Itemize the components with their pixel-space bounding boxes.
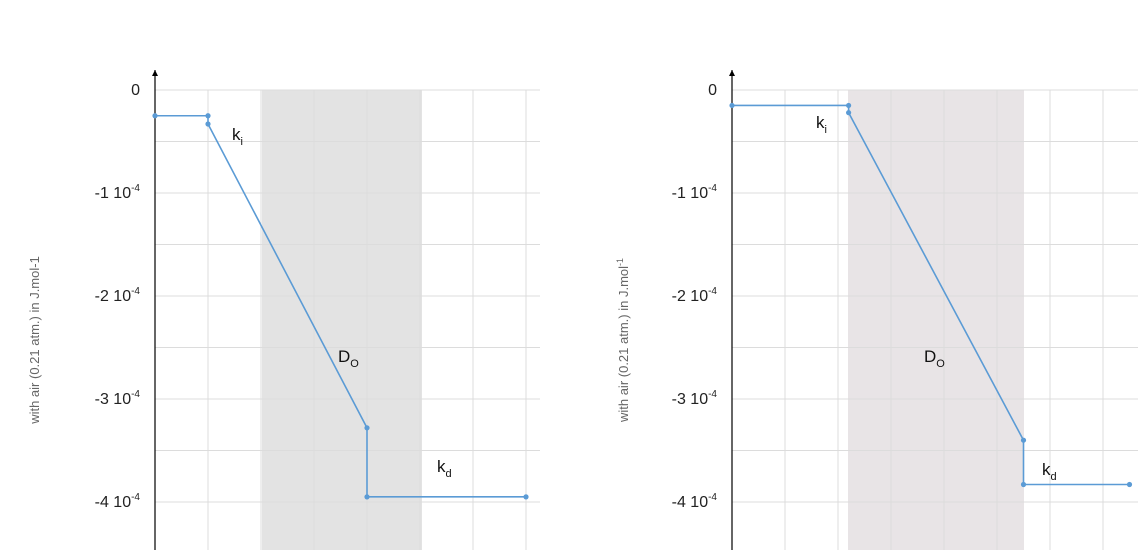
data-point xyxy=(1126,481,1133,488)
y-axis-arrow-icon xyxy=(152,70,158,76)
annotation-label: kd xyxy=(437,457,452,480)
membrane-region xyxy=(262,90,422,550)
data-point xyxy=(205,113,211,119)
data-point xyxy=(846,102,852,109)
y-axis-arrow-icon xyxy=(729,70,735,76)
data-point xyxy=(1020,481,1027,488)
y-tick-label: 0 xyxy=(708,82,717,99)
chart-panel-1: 0 -1 10-4 -2 10-4 -3 10-4 -4 10-4 with air (0… xyxy=(27,70,540,550)
data-point xyxy=(205,121,211,127)
y-tick-label: -4 10-4 xyxy=(95,492,141,511)
data-point xyxy=(364,425,370,431)
data-point xyxy=(729,102,735,109)
data-point xyxy=(152,113,158,119)
data-point xyxy=(1020,437,1027,443)
y-tick-label: -2 10-4 xyxy=(672,286,718,305)
chart-panel-2: 0 -1 10-4 -2 10-4 -3 10-4 -4 10-4 with air (0… xyxy=(615,70,1138,550)
y-axis-label-line2: with air (0.21 atm.) in J.mol-1 xyxy=(27,256,42,425)
series-line xyxy=(732,104,1130,486)
annotation-label: DO xyxy=(924,347,945,370)
y-tick-label: -3 10-4 xyxy=(672,389,718,408)
series-line xyxy=(155,114,526,498)
annotation-label: ki xyxy=(232,125,243,148)
y-tick-label: -4 10-4 xyxy=(672,492,718,511)
y-tick-label: 0 xyxy=(131,82,140,99)
membrane-region xyxy=(848,90,1024,550)
annotation-label: ki xyxy=(816,113,827,136)
y-tick-label: -1 10-4 xyxy=(672,183,718,202)
annotation-label: DO xyxy=(338,347,359,370)
y-tick-label: -3 10-4 xyxy=(95,389,141,408)
y-tick-label: -1 10-4 xyxy=(95,183,141,202)
annotation-label: kd xyxy=(1042,460,1057,483)
data-point xyxy=(523,494,529,500)
data-point xyxy=(846,110,852,116)
y-tick-label: -2 10-4 xyxy=(95,286,141,305)
y-axis-label-line2: with air (0.21 atm.) in J.mol-1 xyxy=(615,258,631,423)
data-point xyxy=(364,494,370,500)
